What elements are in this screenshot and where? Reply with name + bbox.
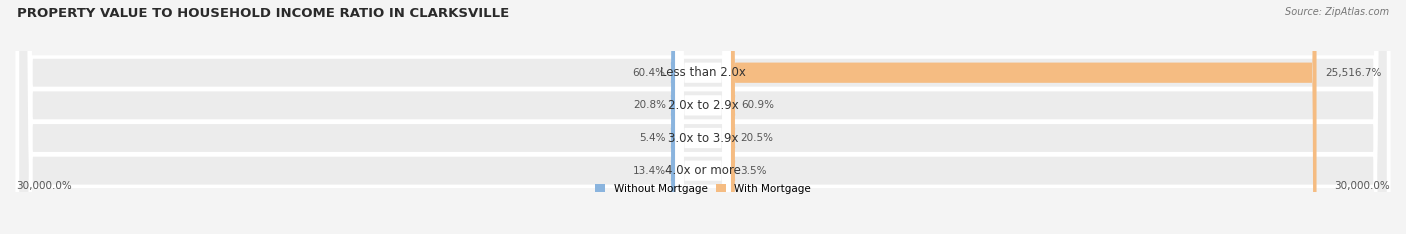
FancyBboxPatch shape: [17, 0, 1389, 234]
FancyBboxPatch shape: [17, 0, 1389, 234]
Text: 3.5%: 3.5%: [740, 166, 766, 176]
FancyBboxPatch shape: [671, 0, 679, 234]
Text: 60.9%: 60.9%: [741, 100, 775, 110]
Text: 30,000.0%: 30,000.0%: [1334, 181, 1389, 191]
Text: 20.5%: 20.5%: [740, 133, 773, 143]
FancyBboxPatch shape: [725, 0, 735, 234]
Text: 30,000.0%: 30,000.0%: [17, 181, 72, 191]
FancyBboxPatch shape: [671, 0, 679, 234]
Text: PROPERTY VALUE TO HOUSEHOLD INCOME RATIO IN CLARKSVILLE: PROPERTY VALUE TO HOUSEHOLD INCOME RATIO…: [17, 7, 509, 20]
FancyBboxPatch shape: [675, 0, 731, 234]
Text: 2.0x to 2.9x: 2.0x to 2.9x: [668, 99, 738, 112]
Text: 5.4%: 5.4%: [640, 133, 666, 143]
Text: 4.0x or more: 4.0x or more: [665, 164, 741, 177]
FancyBboxPatch shape: [675, 0, 731, 234]
Legend: Without Mortgage, With Mortgage: Without Mortgage, With Mortgage: [591, 179, 815, 198]
Text: 60.4%: 60.4%: [631, 68, 665, 78]
Text: 25,516.7%: 25,516.7%: [1326, 68, 1382, 78]
Text: Source: ZipAtlas.com: Source: ZipAtlas.com: [1285, 7, 1389, 17]
Text: 13.4%: 13.4%: [633, 166, 666, 176]
FancyBboxPatch shape: [671, 0, 681, 234]
Text: 20.8%: 20.8%: [633, 100, 666, 110]
FancyBboxPatch shape: [675, 0, 731, 234]
FancyBboxPatch shape: [727, 0, 735, 234]
FancyBboxPatch shape: [17, 0, 1389, 234]
Text: 3.0x to 3.9x: 3.0x to 3.9x: [668, 132, 738, 145]
FancyBboxPatch shape: [731, 0, 1316, 234]
FancyBboxPatch shape: [17, 0, 1389, 234]
FancyBboxPatch shape: [675, 0, 731, 234]
FancyBboxPatch shape: [671, 0, 679, 234]
Text: Less than 2.0x: Less than 2.0x: [659, 66, 747, 79]
FancyBboxPatch shape: [727, 0, 735, 234]
